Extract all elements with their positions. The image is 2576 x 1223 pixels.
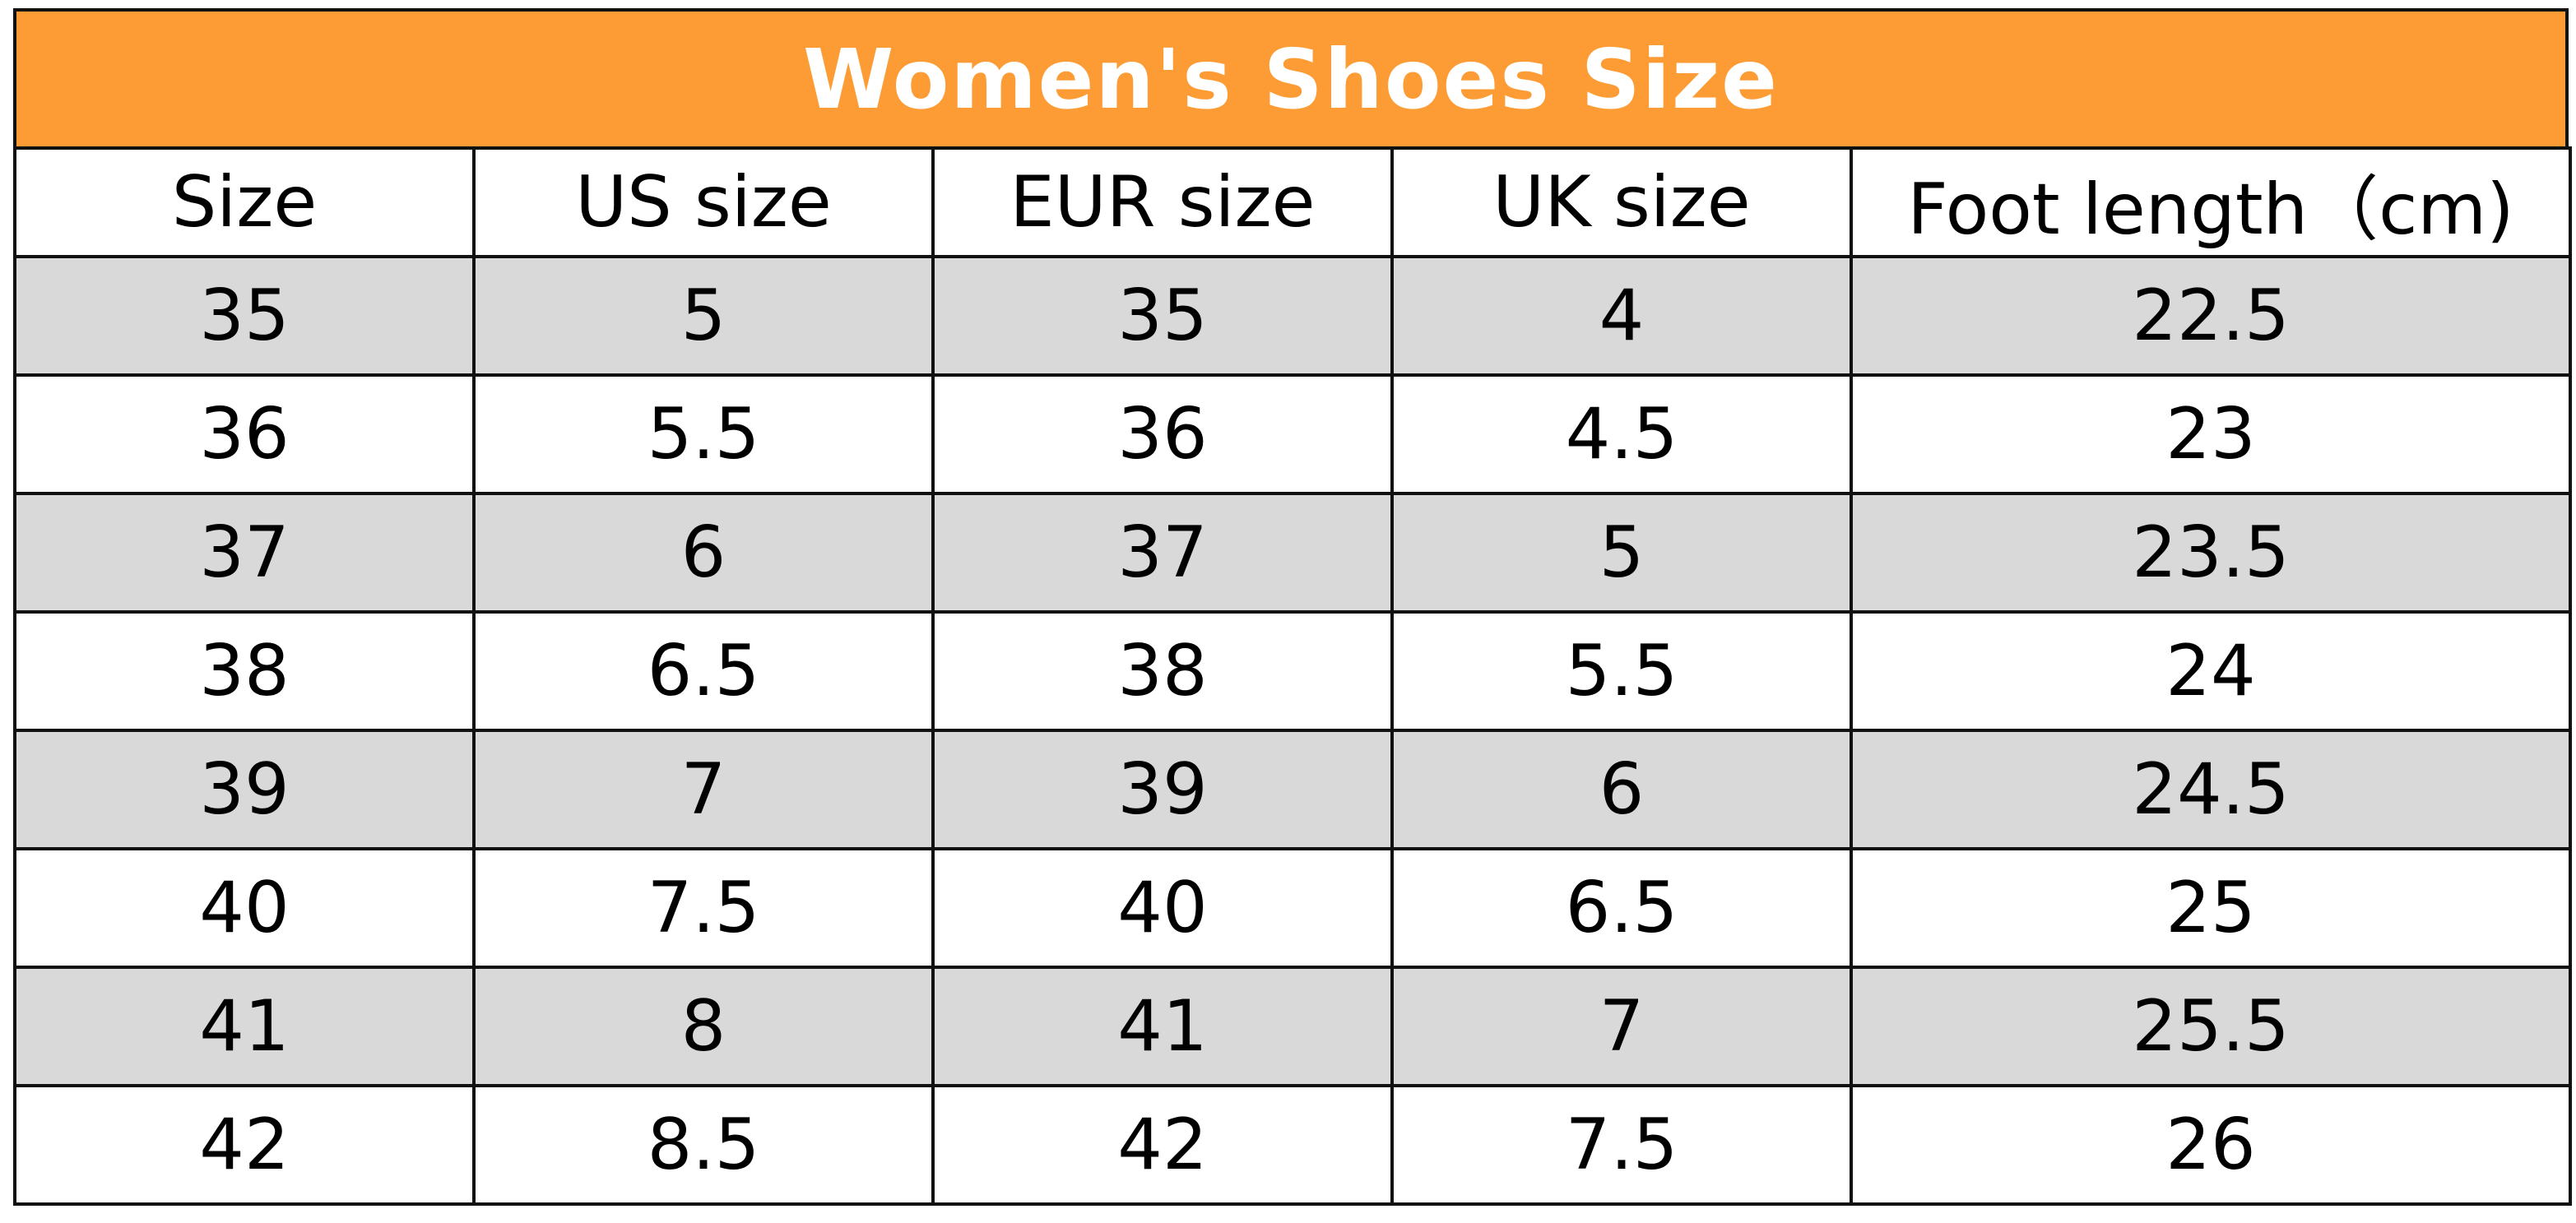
cell-uk-size: 7 <box>1390 966 1853 1087</box>
cell-foot-length: 26 <box>1850 1084 2572 1206</box>
cell-us-size: 7.5 <box>472 847 935 969</box>
table-row: 38 6.5 38 5.5 24 <box>13 610 2572 732</box>
column-header-size: Size <box>13 146 476 258</box>
cell-uk-size: 7.5 <box>1390 1084 1853 1206</box>
cell-eur-size: 40 <box>931 847 1394 969</box>
cell-uk-size: 4.5 <box>1390 373 1853 495</box>
cell-eur-size: 42 <box>931 1084 1394 1206</box>
cell-uk-size: 5 <box>1390 492 1853 614</box>
cell-size: 36 <box>13 373 476 495</box>
cell-foot-length: 23 <box>1850 373 2572 495</box>
cell-foot-length: 25.5 <box>1850 966 2572 1087</box>
table-row: 35 5 35 4 22.5 <box>13 255 2572 377</box>
table-row: 41 8 41 7 25.5 <box>13 966 2572 1087</box>
cell-eur-size: 41 <box>931 966 1394 1087</box>
cell-foot-length: 22.5 <box>1850 255 2572 377</box>
cell-size: 39 <box>13 729 476 850</box>
column-header-us-size: US size <box>472 146 935 258</box>
size-table: Size US size EUR size UK size Foot lengt… <box>13 146 2572 1206</box>
chart-title: Women's Shoes Size <box>13 8 2569 146</box>
cell-us-size: 6 <box>472 492 935 614</box>
column-header-foot-length: Foot length（cm) <box>1850 146 2572 258</box>
cell-uk-size: 6 <box>1390 729 1853 850</box>
cell-size: 41 <box>13 966 476 1087</box>
cell-foot-length: 24.5 <box>1850 729 2572 850</box>
cell-us-size: 5.5 <box>472 373 935 495</box>
cell-us-size: 5 <box>472 255 935 377</box>
cell-eur-size: 35 <box>931 255 1394 377</box>
column-header-uk-size: UK size <box>1390 146 1853 258</box>
cell-size: 42 <box>13 1084 476 1206</box>
header-row: Size US size EUR size UK size Foot lengt… <box>13 146 2572 258</box>
table-row: 40 7.5 40 6.5 25 <box>13 847 2572 969</box>
cell-size: 40 <box>13 847 476 969</box>
size-chart: Women's Shoes Size Size US size EUR size… <box>13 8 2572 1206</box>
cell-size: 35 <box>13 255 476 377</box>
table-row: 42 8.5 42 7.5 26 <box>13 1084 2572 1206</box>
cell-eur-size: 39 <box>931 729 1394 850</box>
cell-eur-size: 36 <box>931 373 1394 495</box>
cell-us-size: 6.5 <box>472 610 935 732</box>
table-row: 37 6 37 5 23.5 <box>13 492 2572 614</box>
table-row: 36 5.5 36 4.5 23 <box>13 373 2572 495</box>
cell-size: 37 <box>13 492 476 614</box>
cell-foot-length: 23.5 <box>1850 492 2572 614</box>
cell-us-size: 8 <box>472 966 935 1087</box>
cell-eur-size: 38 <box>931 610 1394 732</box>
cell-size: 38 <box>13 610 476 732</box>
cell-eur-size: 37 <box>931 492 1394 614</box>
cell-us-size: 7 <box>472 729 935 850</box>
cell-uk-size: 5.5 <box>1390 610 1853 732</box>
cell-uk-size: 4 <box>1390 255 1853 377</box>
table-row: 39 7 39 6 24.5 <box>13 729 2572 850</box>
cell-uk-size: 6.5 <box>1390 847 1853 969</box>
cell-foot-length: 24 <box>1850 610 2572 732</box>
cell-foot-length: 25 <box>1850 847 2572 969</box>
column-header-eur-size: EUR size <box>931 146 1394 258</box>
cell-us-size: 8.5 <box>472 1084 935 1206</box>
